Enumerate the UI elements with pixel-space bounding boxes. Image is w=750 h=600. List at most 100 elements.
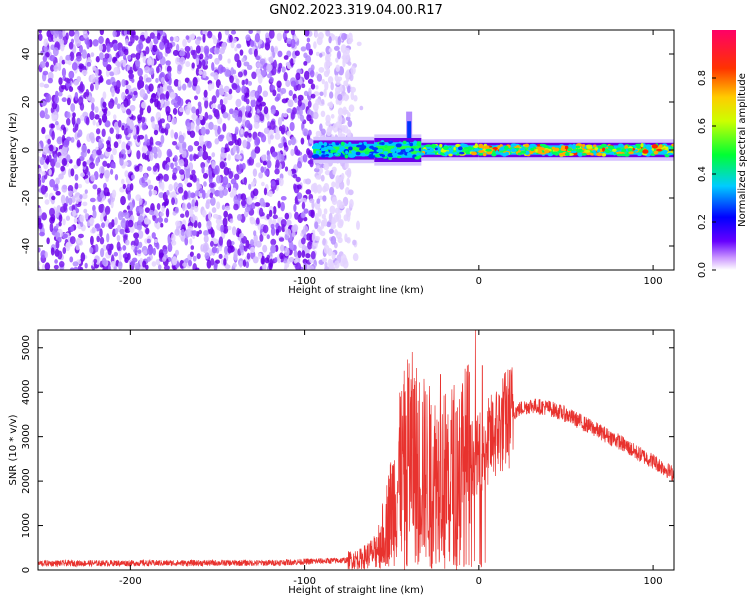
- signal-band-point: [321, 154, 326, 158]
- signal-band-point: [658, 144, 663, 149]
- spectrogram-noise-point: [327, 247, 333, 257]
- signal-band-point: [355, 151, 361, 156]
- spectrogram-noise-point: [227, 245, 232, 254]
- spectrogram-noise-point: [39, 231, 45, 237]
- spectrogram-noise-point: [251, 71, 257, 80]
- spectrogram-noise-point: [60, 206, 66, 213]
- spectrogram-noise-point: [210, 196, 216, 206]
- spectrogram-noise-point: [76, 142, 82, 148]
- spectrogram-noise-point: [107, 264, 112, 270]
- signal-band-point: [627, 148, 633, 152]
- spectrogram-noise-point: [189, 154, 193, 162]
- signal-band-point: [348, 141, 352, 147]
- spectrogram-noise-point: [319, 167, 324, 174]
- spectrogram-noise-point: [209, 240, 214, 247]
- spectrogram-noise-point: [146, 105, 152, 114]
- spectrogram-noise-point: [106, 43, 110, 53]
- spectrogram-noise-point: [281, 98, 288, 104]
- spectrogram-noise-point: [43, 38, 49, 47]
- spectrogram-noise-point: [219, 87, 225, 96]
- spectrogram-noise-point: [319, 52, 323, 58]
- spectrogram-noise-point: [294, 50, 300, 57]
- signal-band-point: [539, 147, 546, 151]
- spectrogram-noise-point: [282, 149, 287, 156]
- spectrogram-noise-point: [138, 39, 143, 46]
- spectrogram-noise-point: [75, 244, 80, 251]
- spectrogram-noise-point: [144, 30, 148, 39]
- spectrogram-noise-point: [90, 174, 96, 182]
- spectrogram-noise-point: [292, 107, 297, 115]
- spectrogram-noise-point: [166, 148, 172, 158]
- spectrogram-noise-point: [301, 197, 307, 203]
- spectrogram-noise-point: [82, 161, 87, 167]
- spectrogram-ytick-label: 20: [21, 96, 32, 109]
- signal-band-point: [396, 155, 402, 159]
- signal-band-point: [601, 153, 607, 157]
- spectrogram-noise-point: [157, 216, 163, 224]
- spectrogram-noise-point: [224, 30, 230, 36]
- spectrogram-noise-point: [102, 91, 107, 100]
- spectrogram-noise-point: [347, 120, 353, 128]
- spectrogram-noise-point: [186, 228, 192, 238]
- spectrogram-noise-point: [294, 211, 299, 220]
- spectrogram-noise-point: [42, 70, 49, 76]
- spectrogram-noise-point: [125, 88, 129, 95]
- spectrogram-noise-point: [184, 45, 191, 52]
- spectrogram-noise-point: [250, 202, 256, 210]
- spectrogram-noise-point: [307, 129, 312, 136]
- spectrogram-noise-point: [127, 252, 131, 261]
- spectrogram-noise-point: [270, 238, 277, 246]
- colorbar-tick-label: 0.4: [697, 166, 708, 182]
- spectrogram-noise-point: [295, 72, 301, 81]
- spectrogram-noise-point: [116, 126, 120, 135]
- spectrogram-noise-point: [301, 250, 306, 258]
- spectrogram-noise-point: [315, 235, 321, 242]
- spectrogram-noise-point: [159, 85, 164, 94]
- spectrogram-noise-point: [38, 30, 42, 34]
- spectrogram-noise-point: [211, 152, 216, 158]
- spectrogram-noise-point: [55, 190, 61, 196]
- spectrogram-noise-point: [322, 185, 327, 193]
- spectrogram-noise-point: [198, 70, 203, 75]
- spectrogram-noise-point: [54, 259, 58, 264]
- signal-band-point: [478, 143, 484, 149]
- signal-band-point: [331, 142, 336, 146]
- signal-band-point: [459, 151, 465, 155]
- signal-band-point: [434, 147, 438, 151]
- spectrogram-noise-point: [71, 116, 76, 126]
- signal-band-point: [602, 147, 606, 152]
- spectrogram-noise-point: [148, 83, 154, 92]
- spectrogram-noise-point: [224, 92, 228, 98]
- spectrogram-noise-point: [55, 210, 59, 218]
- spectrogram-noise-point: [234, 46, 238, 52]
- spectrogram-noise-point: [226, 239, 232, 248]
- signal-band-point: [671, 143, 674, 147]
- spectrogram-noise-point: [48, 169, 52, 176]
- spectrogram-noise-point: [292, 174, 298, 179]
- spectrogram-noise-point: [269, 76, 274, 83]
- spectrogram-noise-point: [263, 127, 270, 134]
- signal-band-point: [320, 144, 325, 149]
- spectrogram-noise-point: [53, 153, 58, 164]
- spectrogram-noise-point: [300, 137, 305, 145]
- spectrogram-noise-point: [209, 47, 215, 54]
- spectrogram-noise-point: [65, 215, 71, 221]
- signal-band-point: [360, 146, 364, 151]
- spectrogram-noise-point: [223, 166, 230, 176]
- spectrogram-noise-point: [147, 57, 153, 66]
- spectrogram-noise-point: [112, 147, 117, 156]
- spectrogram-noise-point: [98, 36, 104, 45]
- spectrogram-noise-point: [184, 77, 190, 83]
- spectrogram-noise-point: [189, 208, 194, 217]
- spectrogram-noise-point: [173, 78, 180, 87]
- spectrogram-noise-point: [216, 201, 221, 210]
- spectrogram-noise-point: [138, 215, 144, 223]
- spectrogram-noise-point: [187, 145, 194, 152]
- spectrogram-noise-point: [203, 45, 210, 55]
- spectrogram-noise-point: [112, 30, 117, 38]
- signal-band-point: [662, 150, 669, 155]
- spectrogram-noise-point: [314, 221, 319, 230]
- spectrogram-noise-point: [310, 83, 316, 90]
- spectrogram-noise-point: [214, 57, 220, 65]
- spectrogram-noise-point: [73, 164, 78, 170]
